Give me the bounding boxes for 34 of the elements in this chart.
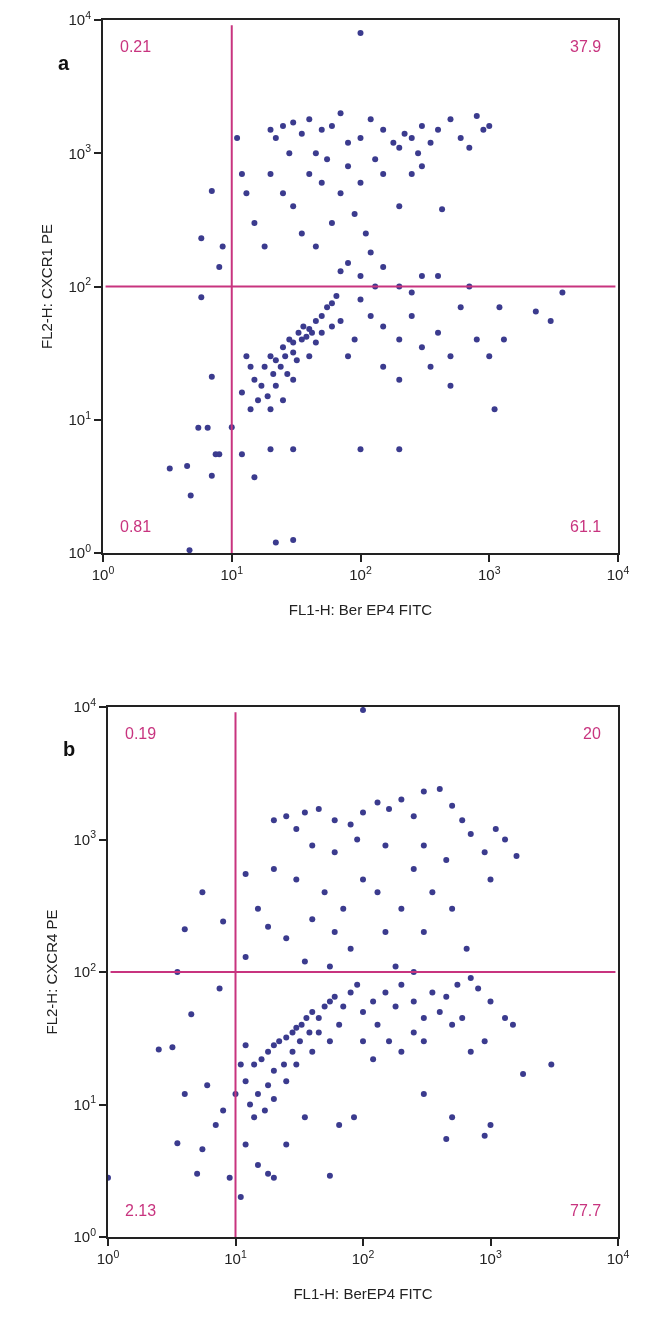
y-tick-label: 10$^{4}$ [68,8,92,29]
annotation: 37.9 [570,38,602,55]
annotation: 77.7 [570,1202,602,1219]
y-axis-title: FL2-H: CXCR1 PE [38,223,56,350]
annotation: 61.1 [570,518,602,535]
y-tick-label: 10$^{1}$ [68,408,92,428]
x-tick-label: 10$^{1}$ [224,1247,247,1267]
y-tick-label: 10$^{2}$ [68,275,92,295]
y-tick-label: 10$^{0}$ [68,541,92,562]
x-tick-label: 10$^{0}$ [96,1247,120,1267]
y-tick-label: 10$^{0}$ [73,1225,97,1246]
annotation: 20 [583,725,601,742]
x-tick-label: 10$^{4}$ [606,563,630,583]
x-tick-label: 10$^{3}$ [479,1247,502,1267]
x-axis-title: FL1-H: BerEP4 FITC [293,1284,433,1302]
x-axis-title: FL1-H: Ber EP4 FITC [288,600,433,618]
annotation: 0.81 [120,518,152,535]
annotation: 2.13 [125,1202,157,1219]
text: a [58,52,70,74]
annotation: 0.21 [120,38,152,55]
y-tick-label: 10$^{3}$ [73,828,97,848]
x-tick-label: 10$^{2}$ [351,1247,375,1267]
x-tick-label: 10$^{1}$ [220,563,244,583]
x-tick-label: 10$^{2}$ [349,563,372,583]
y-tick-label: 10$^{3}$ [68,142,92,162]
text: b [63,738,76,760]
y-axis-title: FL2-H: CXCR4 PE [43,909,61,1035]
x-tick-label: 10$^{0}$ [91,563,115,583]
x-tick-label: 10$^{4}$ [606,1247,630,1267]
y-tick-label: 10$^{1}$ [73,1093,97,1113]
annotation: 0.19 [125,725,157,742]
y-tick-label: 10$^{4}$ [73,695,97,716]
x-tick-label: 10$^{3}$ [477,563,501,583]
y-tick-label: 10$^{2}$ [73,960,97,981]
